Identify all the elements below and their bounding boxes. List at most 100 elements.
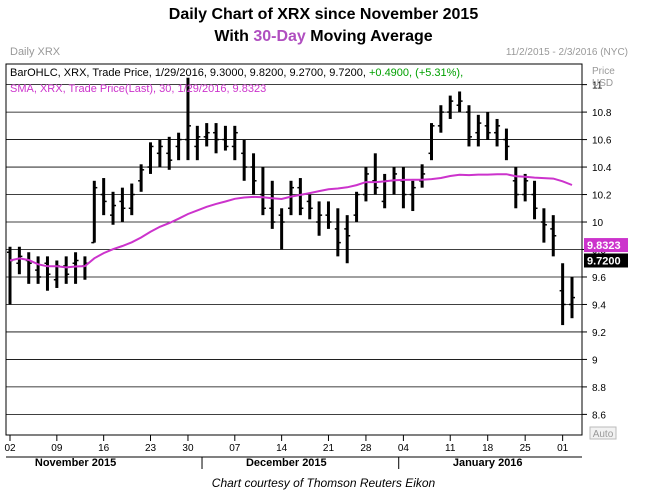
ohlc-bar [344, 215, 351, 264]
ohlc-bar [475, 114, 482, 147]
x-tick-label: 21 [323, 443, 335, 454]
x-tick-label: 16 [98, 443, 110, 454]
ohlc-bar [316, 201, 323, 236]
price-axis-unit: USD [592, 78, 613, 89]
ohlc-bar [222, 125, 229, 151]
x-tick-label: 14 [276, 443, 288, 454]
ohlc-bar [278, 208, 285, 250]
ohlc-bar [119, 187, 126, 223]
ohlc-bar [540, 208, 547, 243]
month-label: December 2015 [246, 457, 327, 469]
ohlc-bar [184, 77, 191, 161]
price-last-value-tag: 9.7200 [587, 255, 621, 267]
y-tick-label: 10.4 [592, 163, 612, 174]
legend-ohlc-prefix: BarOHLC, XRX, Trade Price, 1/29/2016, 9.… [10, 67, 369, 79]
ohlc-bar [128, 183, 135, 216]
y-tick-label: 10 [592, 218, 604, 229]
ohlc-bar [419, 164, 426, 188]
ohlc-bar [110, 191, 117, 225]
ohlc-bar [175, 132, 182, 161]
ohlc-bar [63, 256, 70, 284]
month-label: January 2016 [453, 457, 523, 469]
y-tick-label: 9.4 [592, 300, 606, 311]
x-tick-label: 09 [51, 443, 63, 454]
y-tick-label: 10.8 [592, 108, 612, 119]
ohlc-bar [447, 95, 454, 119]
ohlc-bar [362, 167, 369, 202]
x-tick-label: 02 [4, 443, 16, 454]
x-tick-label: 07 [229, 443, 241, 454]
legend-ohlc-change: +0.4900, (+5.31%), [369, 67, 463, 79]
ohlc-bar [269, 180, 276, 229]
y-tick-label: 9.6 [592, 273, 606, 284]
sma-last-value-tag: 9.8323 [587, 240, 621, 252]
x-tick-label: 18 [482, 443, 494, 454]
ohlc-bar [203, 123, 210, 147]
chart-title: Daily Chart of XRX since November 2015 [168, 6, 479, 23]
price-last-value-tag-bg [584, 253, 628, 268]
ohlc-bar [531, 180, 538, 220]
sma-last-value-tag-bg [584, 238, 628, 253]
ohlc-bar [259, 167, 266, 216]
ohlc-bar [72, 252, 79, 284]
y-tick-label: 9 [592, 355, 598, 366]
ohlc-bar [306, 194, 313, 220]
ohlc-bar [138, 164, 145, 192]
ohlc-bar [231, 125, 238, 161]
price-axis-title: Price [592, 66, 615, 77]
legend-sma: SMA, XRX, Trade Price(Last), 30, 1/29/20… [10, 83, 266, 95]
legend-ohlc: BarOHLC, XRX, Trade Price, 1/29/2016, 9.… [10, 67, 463, 79]
ohlc-bar [437, 105, 444, 133]
ohlc-bar [91, 180, 98, 244]
ohlc-bar [456, 91, 463, 113]
ohlc-bar [550, 215, 557, 257]
ohlc-bar [353, 191, 360, 223]
y-tick-label: 10.6 [592, 136, 612, 147]
x-tick-label: 30 [182, 443, 194, 454]
y-tick-label: 9.2 [592, 328, 606, 339]
ohlc-bar [100, 178, 107, 216]
x-tick-label: 11 [445, 443, 456, 454]
ohlc-bar [559, 263, 566, 326]
x-tick-label: 23 [145, 443, 157, 454]
ohlc-bar [372, 153, 379, 195]
auto-scale-label: Auto [593, 429, 614, 440]
ohlc-bar [334, 208, 341, 257]
ohlc-bar [288, 180, 294, 216]
x-tick-label: 01 [557, 443, 569, 454]
ohlc-bar [512, 167, 519, 209]
x-tick-label: 04 [398, 443, 410, 454]
y-tick-label: 8.8 [592, 383, 606, 394]
ohlc-bar [503, 128, 510, 161]
month-label: November 2015 [35, 457, 116, 469]
ohlc-bar [297, 178, 304, 216]
ohlc-bar [241, 139, 248, 181]
ohlc-bar [484, 112, 491, 140]
date-range-label: 11/2/2015 - 2/3/2016 (NYC) [506, 47, 628, 58]
chart-subtitle: With 30-Day Moving Average [214, 28, 433, 45]
ohlc-bar [569, 276, 575, 319]
y-tick-label: 8.6 [592, 410, 606, 421]
ohlc-bar [428, 123, 435, 161]
ohlc-bar [213, 123, 220, 154]
ohlc-bar [409, 180, 416, 212]
x-tick-label: 28 [360, 443, 372, 454]
chart-caption: Chart courtesy of Thomson Reuters Eikon [211, 476, 436, 490]
sma-30-line [9, 173, 573, 269]
ohlc-bar [194, 125, 201, 161]
ohlc-bar [166, 136, 173, 170]
x-tick-label: 25 [520, 443, 532, 454]
ohlc-bar [494, 118, 501, 147]
ohlc-bar [44, 256, 51, 291]
symbol-label: Daily XRX [10, 46, 61, 58]
ohlc-bar [35, 256, 42, 284]
ohlc-bar [250, 153, 257, 195]
ohlc-bar [16, 246, 23, 275]
ohlc-bar [325, 201, 332, 229]
ohlc-bar [156, 139, 163, 168]
ohlc-bar [147, 142, 154, 174]
auto-scale-box [589, 426, 617, 440]
ohlc-bar [465, 105, 472, 147]
price-chart: Daily XRX 11/2/2015 - 2/3/2016 (NYC) 8.6 8.… [4, 46, 628, 469]
ohlc-bar [522, 173, 529, 202]
